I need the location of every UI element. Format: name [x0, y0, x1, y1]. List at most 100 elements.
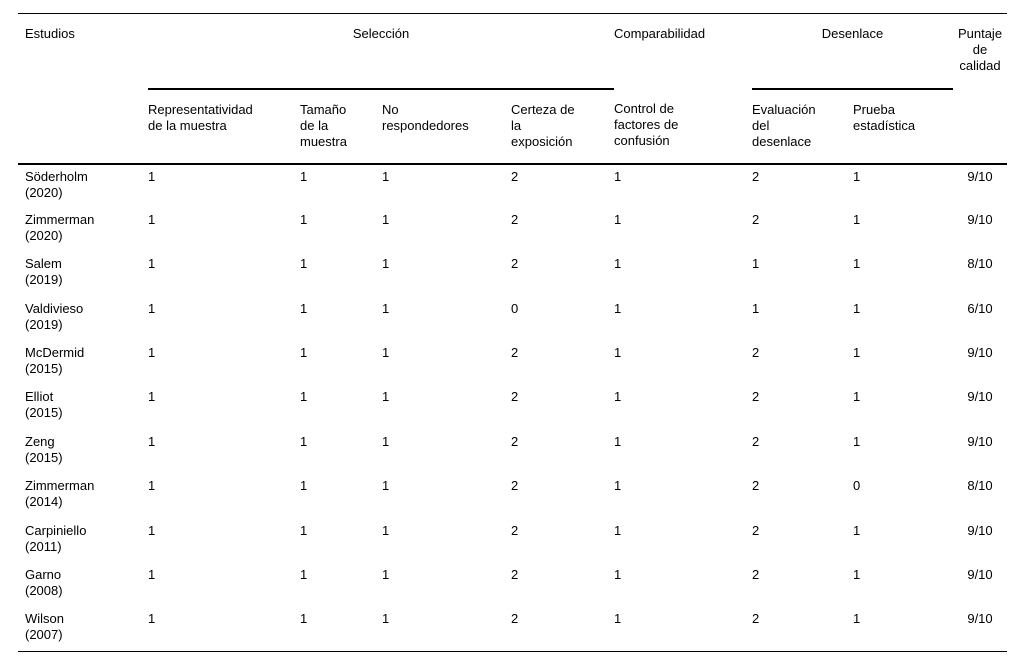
value-cell: 1	[382, 478, 390, 494]
score-cell: 9/10	[967, 389, 993, 405]
score-cell: 9/10	[967, 611, 993, 627]
column-header-puntaje-de-calidad: Puntaje de calidad	[953, 13, 1007, 165]
value-cell: 1	[148, 611, 156, 627]
value-cell: 2	[752, 389, 760, 405]
study-name: Carpiniello	[25, 522, 87, 538]
value-cell: 2	[511, 433, 519, 449]
value-cell: 2	[511, 168, 519, 184]
value-cell: 2	[752, 168, 760, 184]
value-cell: 2	[752, 478, 760, 494]
value-cell: 1	[853, 256, 861, 272]
value-cell: 1	[853, 345, 861, 361]
study-name: Wilson	[25, 611, 65, 627]
value-cell: 1	[614, 433, 622, 449]
table-body: Söderholm (2020) 1 1 1 2 1 2 1 9/10 Zimme…	[18, 164, 1007, 652]
group-header-seleccion: Selección	[148, 13, 614, 90]
table-header: Estudios Selección Comparabilidad Desenl…	[18, 13, 1007, 165]
study-year: (2015)	[25, 449, 63, 465]
study-name: McDermid	[25, 345, 85, 361]
group-header-desenlace: Desenlace	[752, 13, 953, 90]
table-row: Zimmerman (2020) 1 1 1 2 1 2 1 9/10	[18, 208, 1007, 252]
value-cell: 1	[382, 433, 390, 449]
table-row: Wilson (2007) 1 1 1 2 1 2 1 9/10	[18, 607, 1007, 651]
value-cell: 2	[752, 433, 760, 449]
study-cell: Wilson (2007)	[18, 607, 148, 651]
value-cell: 1	[614, 168, 622, 184]
table-row: Söderholm (2020) 1 1 1 2 1 2 1 9/10	[18, 164, 1007, 208]
study-cell: Garno (2008)	[18, 563, 148, 607]
study-name: Zeng	[25, 433, 55, 449]
value-cell: 2	[752, 211, 760, 227]
value-cell: 2	[511, 389, 519, 405]
value-cell: 1	[382, 256, 390, 272]
score-cell: 8/10	[967, 478, 993, 494]
study-cell: Söderholm (2020)	[18, 164, 148, 208]
value-cell: 1	[300, 433, 308, 449]
score-cell: 9/10	[967, 345, 993, 361]
study-name: Valdivieso	[25, 300, 84, 316]
score-cell: 9/10	[967, 168, 993, 184]
subheader-prueba-estadistica: Prueba estadística	[853, 88, 953, 165]
value-cell: 1	[853, 168, 861, 184]
study-name: Garno	[25, 567, 62, 583]
study-year: (2020)	[25, 227, 63, 243]
value-cell: 1	[853, 433, 861, 449]
value-cell: 1	[853, 567, 861, 583]
value-cell: 1	[300, 211, 308, 227]
table-row: Valdivieso (2019) 1 1 1 0 1 1 1 6/10	[18, 297, 1007, 341]
study-year: (2011)	[25, 538, 62, 554]
table-row: Carpiniello (2011) 1 1 1 2 1 2 1 9/10	[18, 519, 1007, 563]
value-cell: 1	[614, 567, 622, 583]
study-year: (2019)	[25, 272, 63, 288]
value-cell: 1	[614, 211, 622, 227]
study-name: Elliot	[25, 389, 54, 405]
study-year: (2008)	[25, 583, 63, 599]
study-cell: Carpiniello (2011)	[18, 519, 148, 563]
value-cell: 2	[511, 522, 519, 538]
study-cell: Zimmerman (2020)	[18, 208, 148, 252]
group-header-comparabilidad: Comparabilidad	[614, 26, 706, 41]
value-cell: 1	[752, 300, 760, 316]
value-cell: 1	[853, 522, 861, 538]
value-cell: 2	[511, 345, 519, 361]
value-cell: 1	[382, 567, 390, 583]
study-cell: Valdivieso (2019)	[18, 297, 148, 341]
study-name: Zimmerman	[25, 478, 95, 494]
value-cell: 1	[382, 211, 390, 227]
study-year: (2007)	[25, 627, 63, 643]
value-cell: 2	[511, 256, 519, 272]
value-cell: 2	[511, 567, 519, 583]
subheader-representatividad-de-la-muestra: Representatividad de la muestra	[148, 88, 300, 165]
value-cell: 2	[511, 211, 519, 227]
study-year: (2015)	[25, 361, 63, 377]
value-cell: 1	[614, 300, 622, 316]
group-header-row: Estudios Selección Comparabilidad Desenl…	[18, 13, 1007, 165]
value-cell: 1	[148, 300, 156, 316]
value-cell: 1	[614, 389, 622, 405]
value-cell: 1	[853, 211, 861, 227]
study-name: Salem	[25, 256, 62, 272]
column-header-estudios: Estudios	[18, 13, 148, 165]
value-cell: 2	[752, 345, 760, 361]
study-name: Zimmerman	[25, 211, 95, 227]
table-row: Salem (2019) 1 1 1 2 1 1 1 8/10	[18, 252, 1007, 296]
study-year: (2020)	[25, 184, 63, 200]
value-cell: 2	[752, 522, 760, 538]
score-cell: 9/10	[967, 211, 993, 227]
value-cell: 2	[511, 478, 519, 494]
table-row: Zeng (2015) 1 1 1 2 1 2 1 9/10	[18, 430, 1007, 474]
value-cell: 1	[148, 433, 156, 449]
table-row: McDermid (2015) 1 1 1 2 1 2 1 9/10	[18, 341, 1007, 385]
value-cell: 1	[614, 522, 622, 538]
value-cell: 2	[511, 611, 519, 627]
study-cell: Salem (2019)	[18, 252, 148, 296]
subheader-control-de-factores-de-confusion: Control de factores de confusión	[614, 88, 752, 165]
value-cell: 1	[300, 522, 308, 538]
score-cell: 9/10	[967, 567, 993, 583]
value-cell: 1	[382, 611, 390, 627]
value-cell: 1	[148, 567, 156, 583]
study-year: (2014)	[25, 494, 63, 510]
subheader-no-respondedores: No respondedores	[382, 88, 511, 165]
value-cell: 1	[382, 345, 390, 361]
